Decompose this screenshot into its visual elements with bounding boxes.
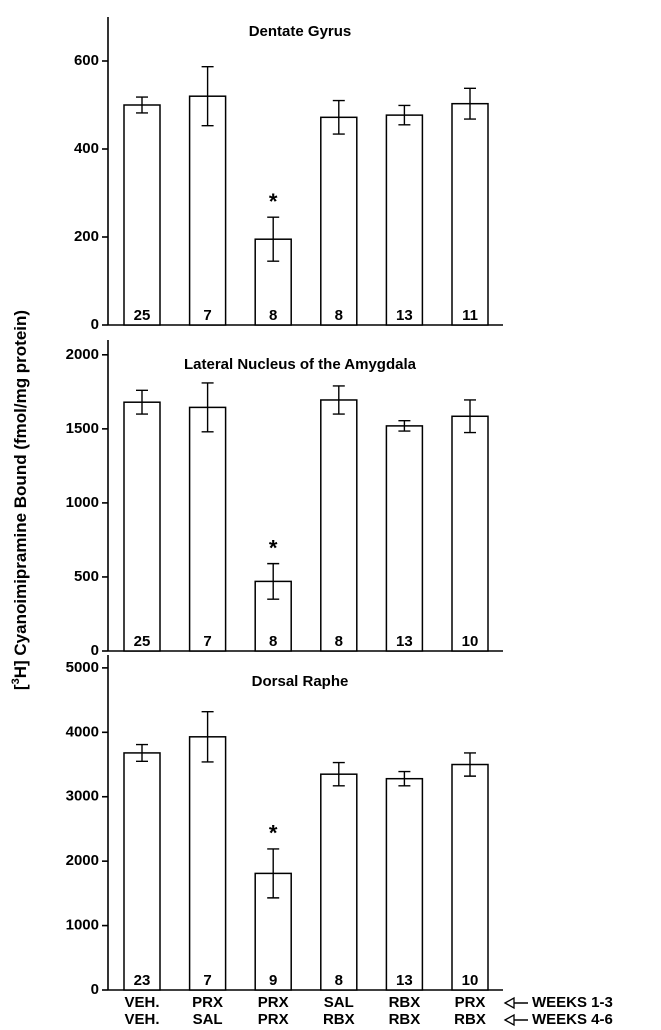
y-tick-label: 500 bbox=[74, 568, 99, 585]
y-label-part: H] Cyanoimipramine Bound (fmol/mg protei… bbox=[11, 310, 30, 678]
bar bbox=[188, 406, 227, 652]
error-bar bbox=[267, 562, 280, 600]
error-bar bbox=[201, 710, 214, 763]
x-tick-label: RBX bbox=[389, 1011, 421, 1028]
error-bar bbox=[201, 66, 214, 127]
week-arrow bbox=[503, 996, 528, 1027]
y-tick-label: 3000 bbox=[66, 788, 99, 805]
bar bbox=[385, 114, 424, 326]
error-bar bbox=[332, 385, 345, 415]
y-label-part: [ bbox=[11, 684, 30, 690]
bar bbox=[188, 95, 227, 326]
bar bbox=[123, 104, 161, 326]
x-tick-label: RBX bbox=[389, 994, 421, 1011]
chart-title: Lateral Nucleus of the Amygdala bbox=[184, 356, 417, 373]
x-tick-label: PRX bbox=[258, 1011, 289, 1028]
n-label: 23 bbox=[134, 972, 151, 989]
significance-mark: * bbox=[269, 535, 278, 560]
error-bar bbox=[267, 216, 280, 262]
n-label: 7 bbox=[203, 972, 211, 989]
significance-mark: * bbox=[269, 821, 278, 846]
n-label: 8 bbox=[335, 633, 343, 650]
y-label-sup: 3 bbox=[10, 678, 22, 684]
y-tick-label: 600 bbox=[74, 52, 99, 69]
n-label: 9 bbox=[269, 972, 277, 989]
chart-title: Dentate Gyrus bbox=[249, 23, 352, 40]
n-label: 25 bbox=[134, 633, 151, 650]
bar bbox=[451, 415, 489, 652]
bar bbox=[385, 777, 424, 991]
y-tick-label: 0 bbox=[91, 981, 99, 998]
n-label: 10 bbox=[462, 633, 479, 650]
y-tick-label: 1000 bbox=[66, 917, 99, 934]
error-bar bbox=[464, 399, 476, 434]
n-label: 13 bbox=[396, 307, 413, 324]
y-tick-label: 2000 bbox=[66, 346, 99, 363]
x-tick-label: VEH. bbox=[124, 994, 159, 1011]
x-tick-label: PRX bbox=[192, 994, 223, 1011]
y-tick-label: 5000 bbox=[66, 659, 99, 676]
x-tick-label: PRX bbox=[455, 994, 486, 1011]
y-tick-label: 0 bbox=[91, 316, 99, 333]
error-bar bbox=[464, 87, 476, 120]
bar bbox=[320, 399, 358, 652]
bar bbox=[385, 425, 424, 652]
row-label: WEEKS 4-6 bbox=[532, 1011, 613, 1028]
x-tick-label: SAL bbox=[193, 1011, 223, 1028]
bar bbox=[451, 763, 489, 991]
bar bbox=[320, 116, 358, 326]
error-bar bbox=[332, 99, 345, 135]
y-tick-label: 4000 bbox=[66, 723, 99, 740]
y-tick-label: 2000 bbox=[66, 852, 99, 869]
error-bar bbox=[332, 761, 345, 787]
y-axis-label: [3H] Cyanoimipramine Bound (fmol/mg prot… bbox=[10, 310, 31, 690]
significance-mark: * bbox=[269, 189, 278, 214]
x-tick-label: RBX bbox=[323, 1011, 355, 1028]
n-label: 13 bbox=[396, 633, 413, 650]
n-label: 8 bbox=[335, 307, 343, 324]
x-tick-label: VEH. bbox=[124, 1011, 159, 1028]
bar bbox=[123, 401, 161, 652]
n-label: 10 bbox=[462, 972, 479, 989]
x-tick-label: PRX bbox=[258, 994, 289, 1011]
y-tick-label: 0 bbox=[91, 642, 99, 659]
error-bar bbox=[398, 420, 411, 432]
n-label: 7 bbox=[203, 307, 211, 324]
n-label: 8 bbox=[269, 307, 277, 324]
error-bar bbox=[136, 743, 148, 762]
y-tick-label: 200 bbox=[74, 228, 99, 245]
y-tick-label: 1000 bbox=[66, 494, 99, 511]
y-tick-label: 1500 bbox=[66, 420, 99, 437]
chart-title: Dorsal Raphe bbox=[252, 673, 349, 690]
error-bar bbox=[464, 752, 476, 777]
n-label: 13 bbox=[396, 972, 413, 989]
error-bar bbox=[136, 389, 148, 415]
error-bar bbox=[201, 382, 214, 433]
bar bbox=[188, 736, 227, 991]
n-label: 7 bbox=[203, 633, 211, 650]
bar bbox=[320, 773, 358, 991]
error-bar bbox=[398, 104, 411, 126]
x-tick-label: SAL bbox=[324, 994, 354, 1011]
n-label: 8 bbox=[269, 633, 277, 650]
n-label: 25 bbox=[134, 307, 151, 324]
error-bar bbox=[136, 96, 148, 114]
row-label: WEEKS 1-3 bbox=[532, 994, 613, 1011]
n-label: 11 bbox=[462, 307, 478, 324]
bar bbox=[451, 102, 489, 326]
error-bar bbox=[398, 770, 411, 787]
x-tick-label: RBX bbox=[454, 1011, 486, 1028]
error-bar bbox=[267, 848, 280, 899]
n-label: 8 bbox=[335, 972, 343, 989]
bar bbox=[123, 752, 161, 991]
y-tick-label: 400 bbox=[74, 140, 99, 157]
